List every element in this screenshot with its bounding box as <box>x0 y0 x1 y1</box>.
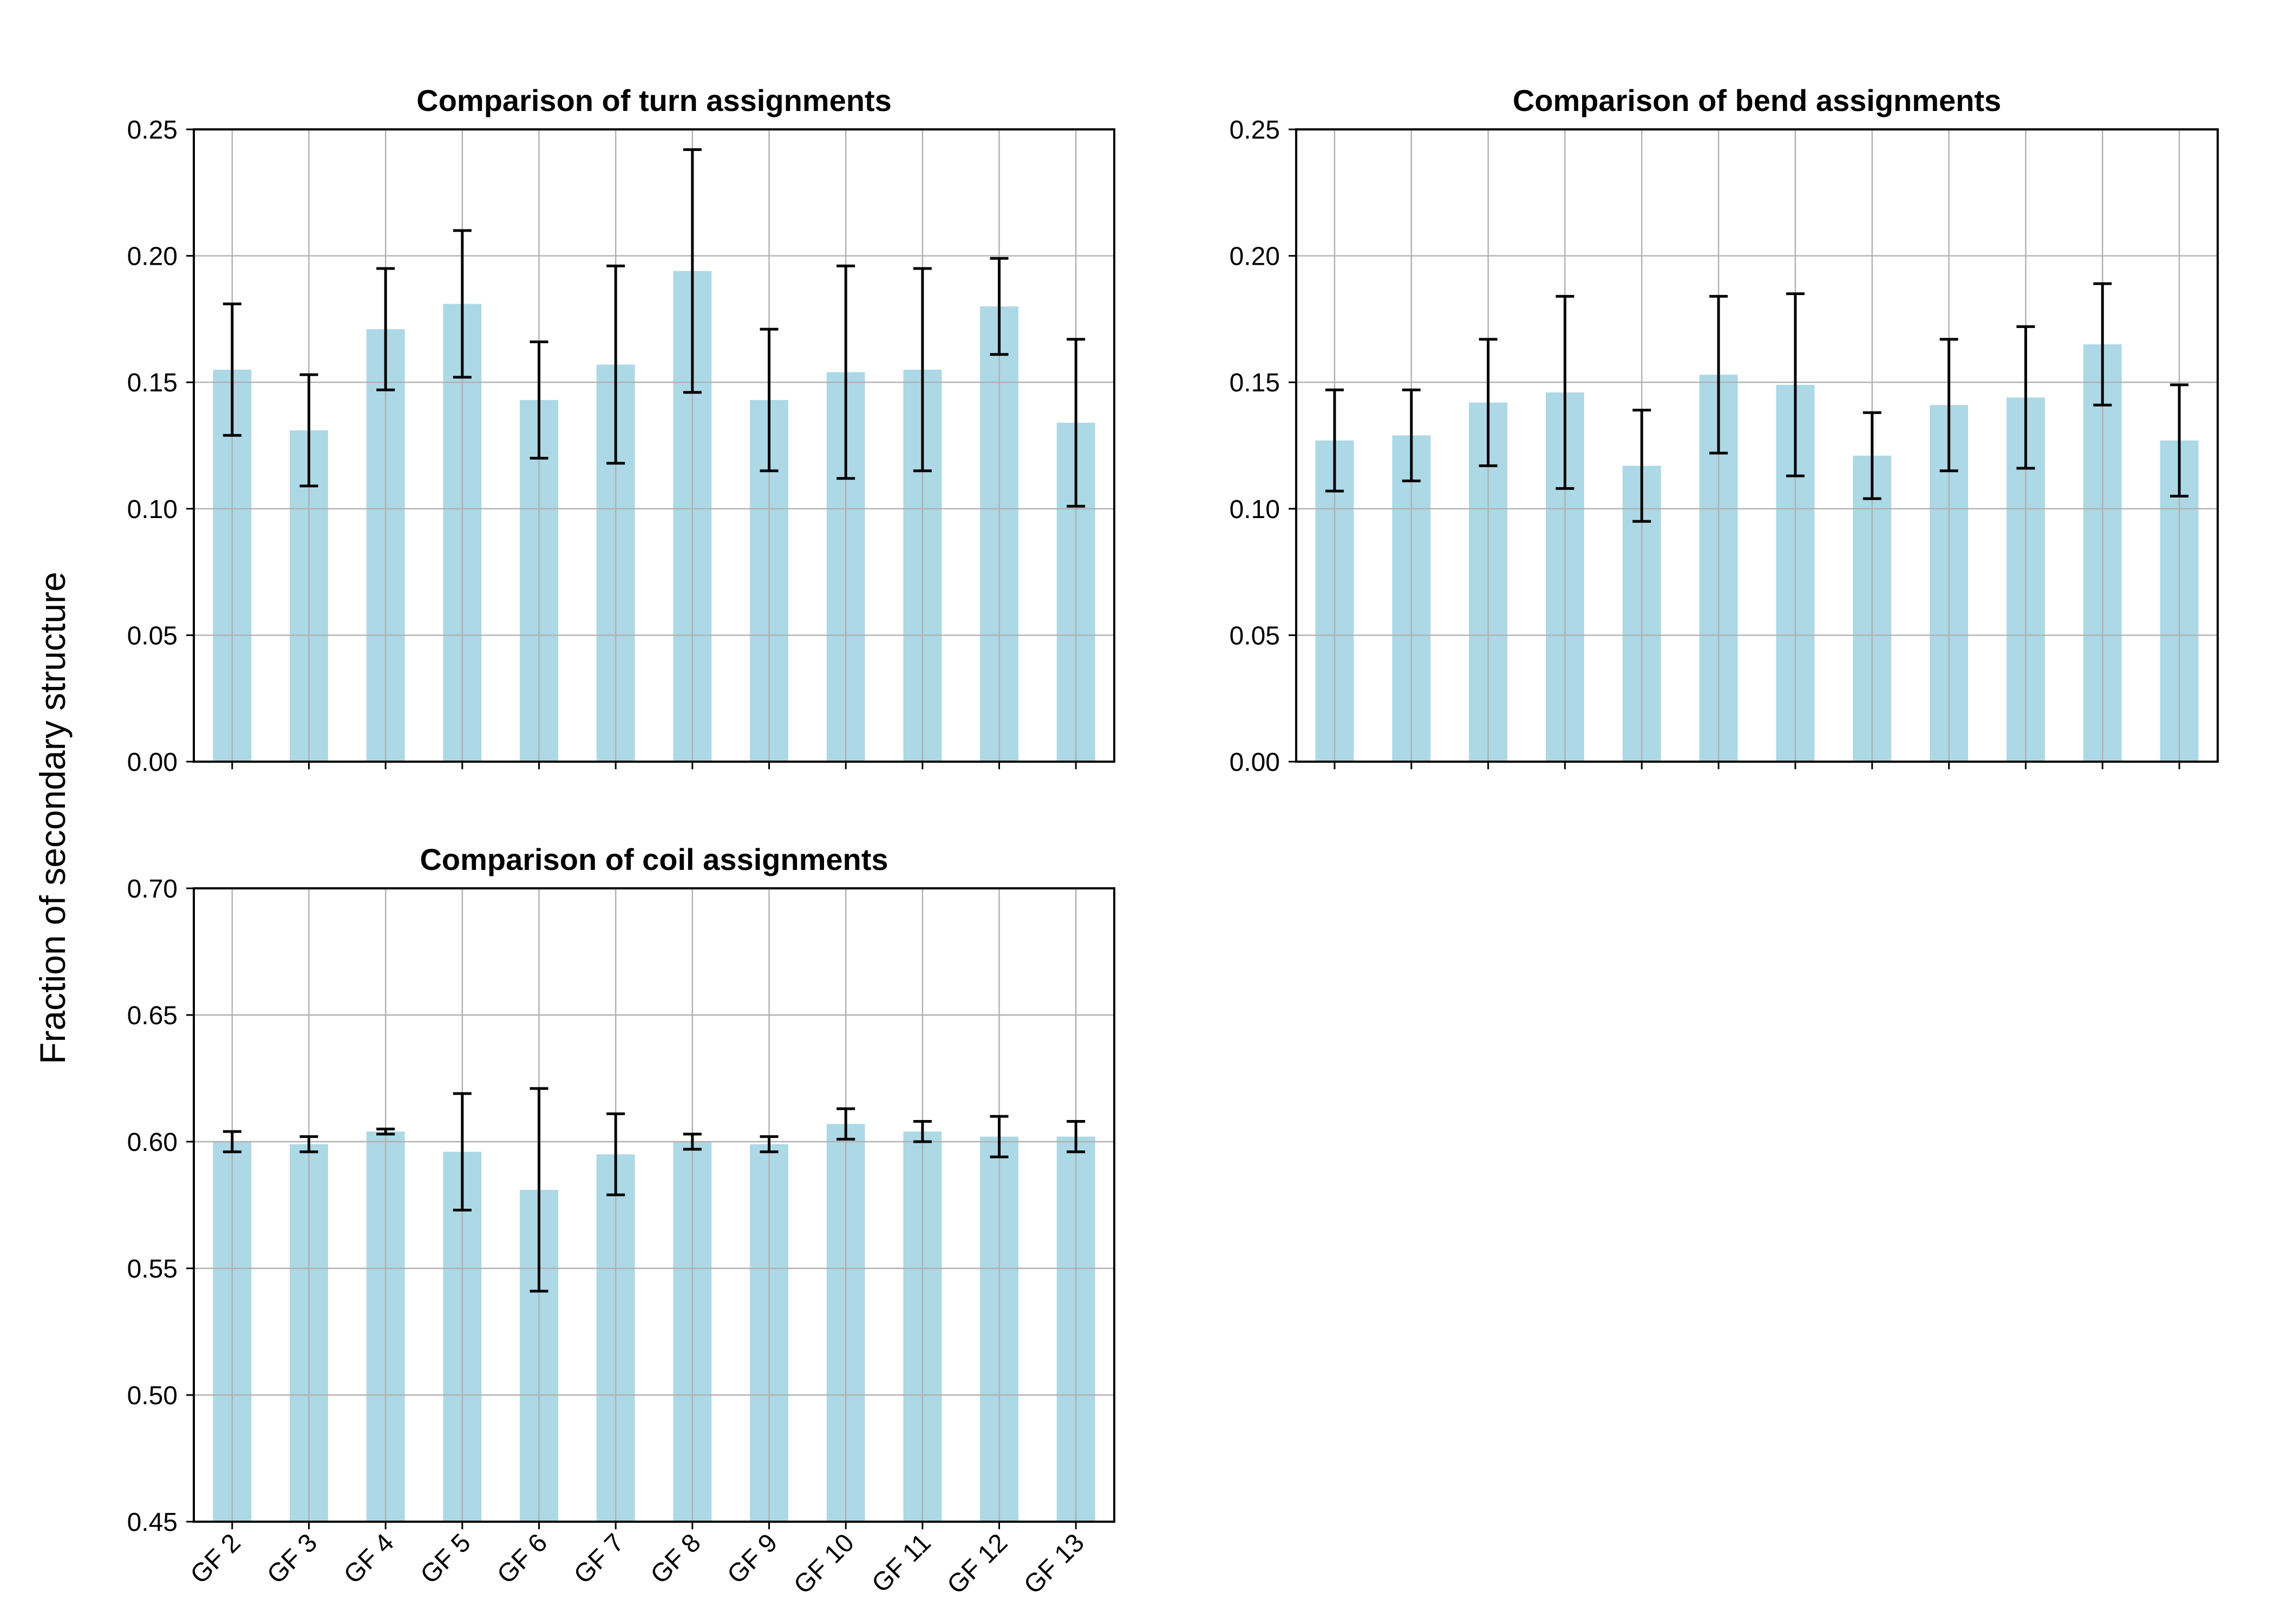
xtick-label-2-2: GF 4 <box>338 1528 400 1589</box>
panel-title-0: Comparison of turn assignments <box>416 83 891 117</box>
xtick-label-2-9: GF 11 <box>866 1528 936 1598</box>
axes-frame-0 <box>193 128 1115 763</box>
ytick-label-1-4: 0.20 <box>1230 243 1280 271</box>
xtick-label-2-3: GF 5 <box>415 1528 476 1589</box>
ytick-label-0-5: 0.25 <box>127 116 178 145</box>
axes-frame-1 <box>1295 128 2219 763</box>
xtick-label-2-0: GF 2 <box>185 1528 246 1589</box>
y-axis-label: Fraction of secondary structure <box>32 572 73 1064</box>
xtick-label-2-1: GF 3 <box>262 1528 323 1589</box>
ytick-label-1-0: 0.00 <box>1230 748 1280 777</box>
xtick-label-2-7: GF 9 <box>722 1528 783 1589</box>
ytick-label-2-3: 0.60 <box>127 1128 178 1157</box>
ytick-label-1-1: 0.05 <box>1230 621 1280 650</box>
ytick-label-2-0: 0.45 <box>127 1508 178 1537</box>
ytick-label-2-2: 0.55 <box>127 1255 178 1284</box>
xtick-label-2-10: GF 12 <box>942 1528 1013 1600</box>
xtick-label-2-6: GF 8 <box>645 1528 707 1589</box>
xtick-label-2-4: GF 6 <box>492 1528 553 1589</box>
ytick-label-2-4: 0.65 <box>127 1001 178 1030</box>
ytick-label-2-1: 0.50 <box>127 1381 178 1410</box>
panel-title-2: Comparison of coil assignments <box>420 842 888 876</box>
xtick-label-2-8: GF 10 <box>788 1528 860 1600</box>
ytick-label-0-3: 0.15 <box>127 369 178 397</box>
ytick-label-0-2: 0.10 <box>127 495 178 524</box>
xtick-label-2-11: GF 13 <box>1018 1528 1090 1600</box>
xtick-label-2-5: GF 7 <box>568 1528 630 1589</box>
ytick-label-1-3: 0.15 <box>1230 369 1280 397</box>
ytick-label-1-2: 0.10 <box>1230 495 1280 524</box>
axes-frame-2 <box>193 887 1115 1523</box>
ytick-label-0-0: 0.00 <box>127 748 178 777</box>
panel-title-1: Comparison of bend assignments <box>1513 83 2001 117</box>
ytick-label-0-1: 0.05 <box>127 621 178 650</box>
ytick-label-2-5: 0.70 <box>127 875 178 903</box>
ytick-label-1-5: 0.25 <box>1230 116 1280 145</box>
ytick-label-0-4: 0.20 <box>127 243 178 271</box>
